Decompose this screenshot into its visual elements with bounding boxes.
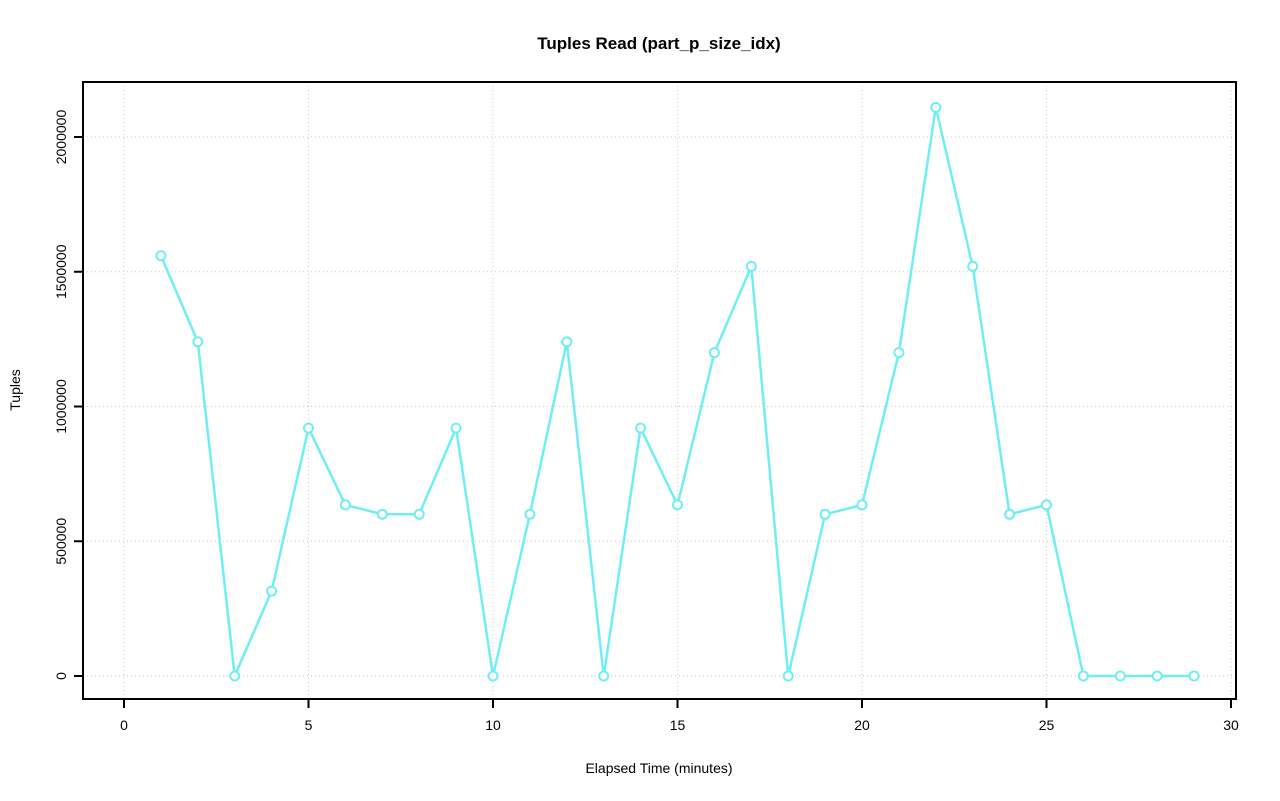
data-point-marker xyxy=(487,670,499,682)
data-point-marker xyxy=(413,508,425,520)
y-tick-label: 0 xyxy=(53,672,69,680)
data-point-marker xyxy=(635,422,647,434)
data-point-marker xyxy=(708,347,720,359)
data-series xyxy=(155,101,1200,682)
x-tick-label: 25 xyxy=(1039,717,1055,733)
tick-labels: 0 5 10 15 20 25 30 0 500000 1000000 1500000 2000000 xyxy=(53,110,1239,733)
y-tick-label: 2000000 xyxy=(53,110,69,165)
y-tick-label: 1000000 xyxy=(53,379,69,434)
data-point-marker xyxy=(967,260,979,272)
data-point-marker xyxy=(1004,508,1016,520)
data-point-marker xyxy=(1114,670,1126,682)
x-tick-label: 20 xyxy=(854,717,870,733)
data-point-marker xyxy=(1077,670,1089,682)
data-point-marker xyxy=(303,422,314,434)
data-point-marker xyxy=(856,499,868,511)
data-point-marker xyxy=(930,101,942,113)
data-point-marker xyxy=(819,508,831,520)
x-axis-label: Elapsed Time (minutes) xyxy=(585,760,732,776)
gridlines xyxy=(83,82,1236,699)
data-point-marker xyxy=(192,336,204,348)
data-point-marker xyxy=(561,336,573,348)
data-point-marker xyxy=(376,508,388,520)
data-point-marker xyxy=(155,250,167,262)
y-axis-label: Tuples xyxy=(7,369,23,411)
x-tick-label: 0 xyxy=(120,717,128,733)
x-tick-label: 15 xyxy=(670,717,686,733)
data-point-marker xyxy=(1041,499,1052,511)
data-point-marker xyxy=(339,499,351,511)
y-tick-label: 1500000 xyxy=(53,244,69,299)
x-tick-label: 10 xyxy=(485,717,501,733)
data-point-marker xyxy=(450,422,462,434)
data-point-marker xyxy=(1188,670,1200,682)
data-point-marker xyxy=(672,499,683,511)
data-point-marker xyxy=(1151,670,1163,682)
data-point-marker xyxy=(598,670,610,682)
x-tick-label: 30 xyxy=(1223,717,1239,733)
x-tick-label: 5 xyxy=(305,717,313,733)
data-point-marker xyxy=(745,260,757,272)
y-tick-label: 500000 xyxy=(53,518,69,565)
plot-border xyxy=(82,81,1237,700)
data-point-marker xyxy=(524,508,536,520)
data-point-marker xyxy=(893,347,905,359)
data-point-marker xyxy=(229,670,241,682)
data-point-marker xyxy=(782,670,794,682)
data-point-marker xyxy=(266,585,278,597)
axis-ticks xyxy=(74,136,1232,708)
chart-title: Tuples Read (part_p_size_idx) xyxy=(537,34,780,53)
